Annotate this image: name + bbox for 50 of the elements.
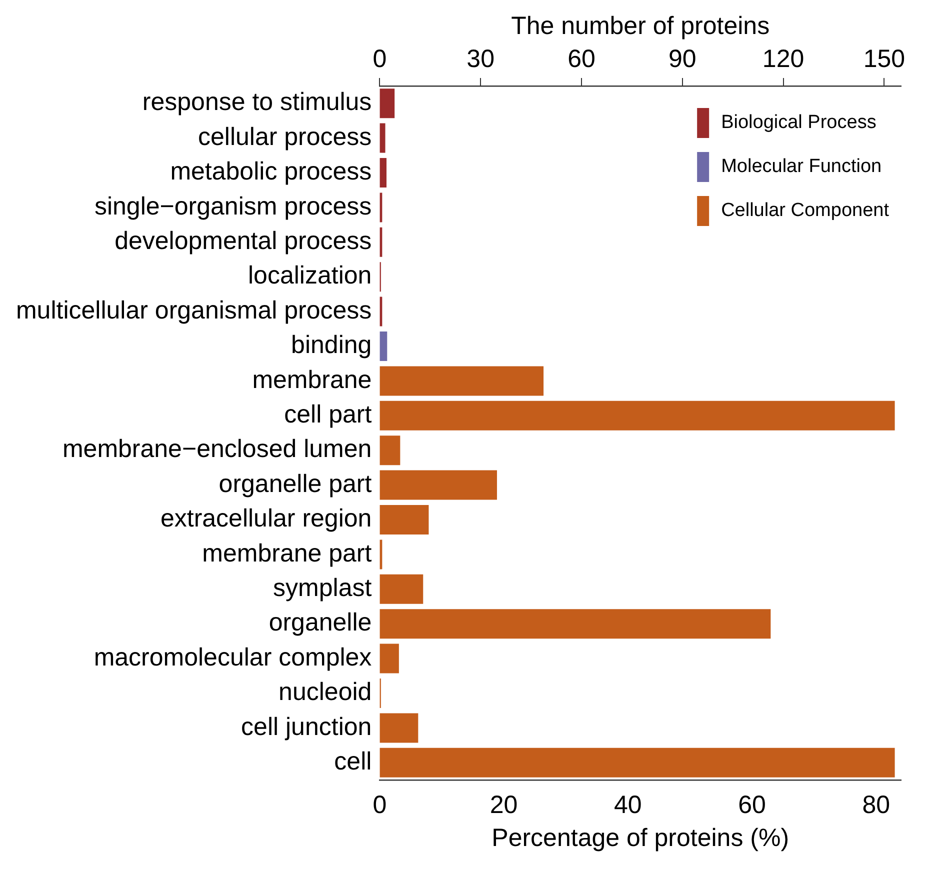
bar bbox=[380, 470, 497, 500]
y-tick-label: extracellular region bbox=[160, 504, 372, 533]
y-tick-label: localization bbox=[248, 262, 372, 290]
legend-label: Cellular Component bbox=[721, 200, 890, 222]
y-tick-label: symplast bbox=[273, 574, 372, 602]
x-tick-label: 60 bbox=[738, 790, 766, 819]
x2-tick-label: 30 bbox=[466, 44, 494, 73]
x2-tick-label: 0 bbox=[372, 44, 387, 73]
y-tick-label: cell part bbox=[284, 400, 372, 429]
bar bbox=[380, 748, 895, 778]
bar bbox=[380, 574, 424, 604]
bar bbox=[380, 123, 386, 153]
bar bbox=[380, 713, 418, 743]
bar bbox=[380, 505, 429, 534]
legend-label: Molecular Function bbox=[721, 156, 882, 178]
x2-tick-label: 90 bbox=[668, 44, 696, 73]
y-tick-label: macromolecular complex bbox=[94, 643, 372, 672]
y-tick-label: multicellular organismal process bbox=[16, 296, 372, 324]
bar bbox=[380, 609, 771, 639]
y-tick-label: response to stimulus bbox=[142, 88, 372, 116]
bar bbox=[380, 644, 399, 674]
y-tick-label: developmental process bbox=[114, 227, 372, 256]
bar bbox=[380, 332, 388, 361]
bar bbox=[380, 436, 400, 466]
y-tick-label: membrane part bbox=[202, 539, 372, 568]
y-tick-label: membrane−enclosed lumen bbox=[62, 435, 372, 464]
bar bbox=[380, 400, 895, 430]
bar bbox=[380, 366, 544, 396]
y-tick-label: cell bbox=[334, 748, 372, 776]
y-tick-label: single−organism process bbox=[94, 192, 372, 220]
y-tick-label: organelle bbox=[268, 608, 372, 637]
x-axis-title: Percentage of proteins (%) bbox=[492, 824, 790, 852]
x-tick-label: 80 bbox=[862, 790, 890, 819]
y-tick-label: organelle part bbox=[218, 470, 372, 498]
y-tick-label: binding bbox=[291, 331, 372, 360]
y-tick-label: nucleoid bbox=[278, 678, 372, 706]
x-tick-label: 40 bbox=[614, 790, 642, 819]
x-tick-label: 0 bbox=[372, 790, 387, 819]
legend-label: Biological Process bbox=[721, 112, 876, 134]
x2-tick-label: 120 bbox=[762, 44, 804, 73]
x2-tick-label: 60 bbox=[568, 44, 596, 73]
x2-tick-label: 150 bbox=[863, 44, 906, 73]
x-tick-label: 20 bbox=[490, 790, 518, 819]
bar bbox=[380, 88, 395, 118]
y-tick-label: membrane bbox=[252, 366, 372, 394]
y-tick-label: metabolic process bbox=[170, 158, 372, 186]
bar bbox=[380, 158, 387, 188]
y-tick-label: cellular process bbox=[198, 122, 372, 151]
x2-axis-title: The number of proteins bbox=[511, 12, 770, 40]
y-tick-label: cell junction bbox=[241, 712, 372, 741]
